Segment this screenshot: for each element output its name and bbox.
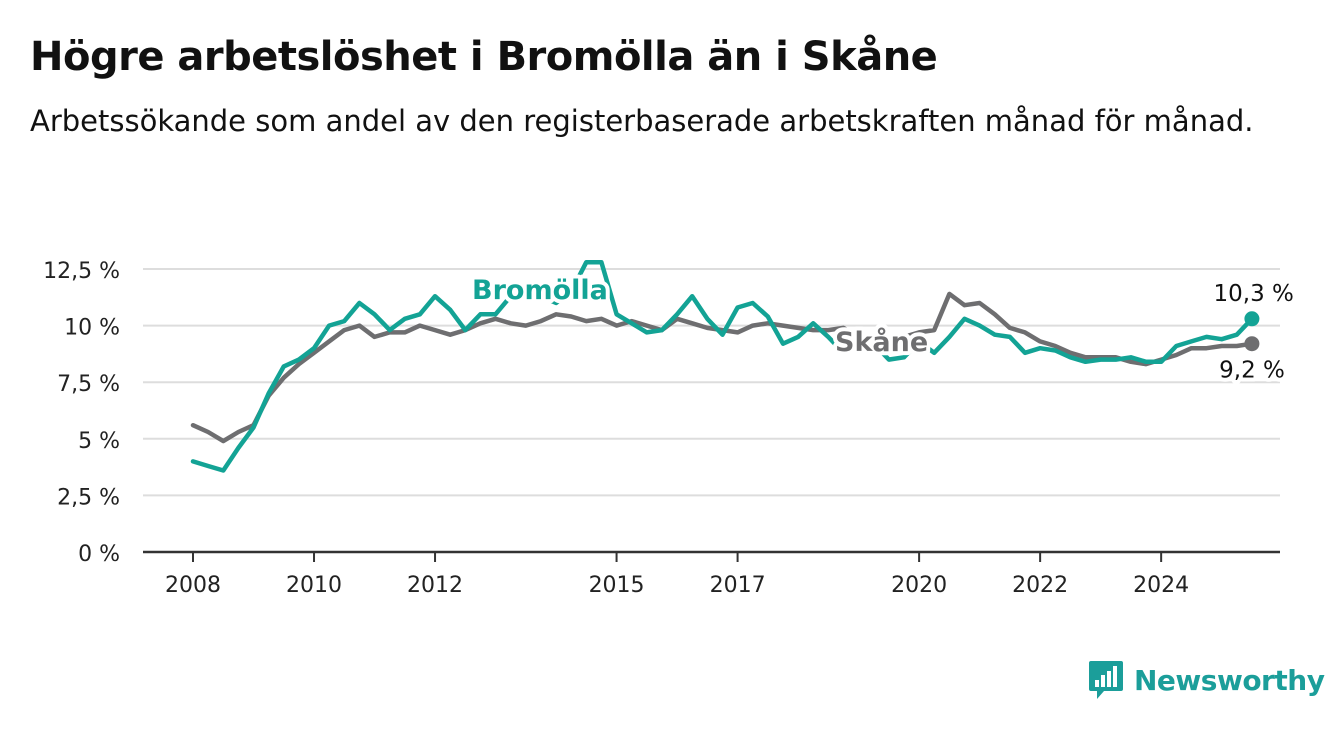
chart-title: Högre arbetslöshet i Bromölla än i Skåne <box>30 34 938 80</box>
y-tick-label: 0 % <box>78 542 120 567</box>
x-tick-label: 2024 <box>1133 573 1189 598</box>
end-point-skane <box>1244 336 1260 352</box>
series-label-skane: Skåne <box>835 326 928 358</box>
y-tick-label: 5 % <box>78 429 120 454</box>
end-point-bromolla <box>1244 311 1260 327</box>
chart-subtitle: Arbetssökande som andel av den registerb… <box>30 104 1254 138</box>
brand-name: Newsworthy <box>1134 663 1325 697</box>
x-tick-label: 2015 <box>589 573 645 598</box>
x-tick-label: 2010 <box>286 573 342 598</box>
x-tick-label: 2012 <box>407 573 463 598</box>
bar-chart-logo-icon <box>1089 661 1123 699</box>
x-tick-label: 2017 <box>710 573 766 598</box>
y-tick-label: 2,5 % <box>57 485 120 510</box>
y-tick-label: 12,5 % <box>43 259 120 284</box>
series-label-bromolla: Bromölla <box>472 275 608 306</box>
x-tick-label: 2008 <box>165 573 221 598</box>
series-line-bromolla <box>190 259 1255 473</box>
newsworthy-brand: Newsworthy <box>1088 660 1325 700</box>
end-label-bromolla: 10,3 % <box>1214 281 1294 307</box>
x-tick-label: 2020 <box>891 573 947 598</box>
y-tick-label: 7,5 % <box>57 372 120 397</box>
series-line-skane <box>190 291 1255 444</box>
x-tick-label: 2022 <box>1012 573 1068 598</box>
y-tick-label: 10 % <box>64 316 120 341</box>
end-label-skane: 9,2 % <box>1219 358 1285 384</box>
